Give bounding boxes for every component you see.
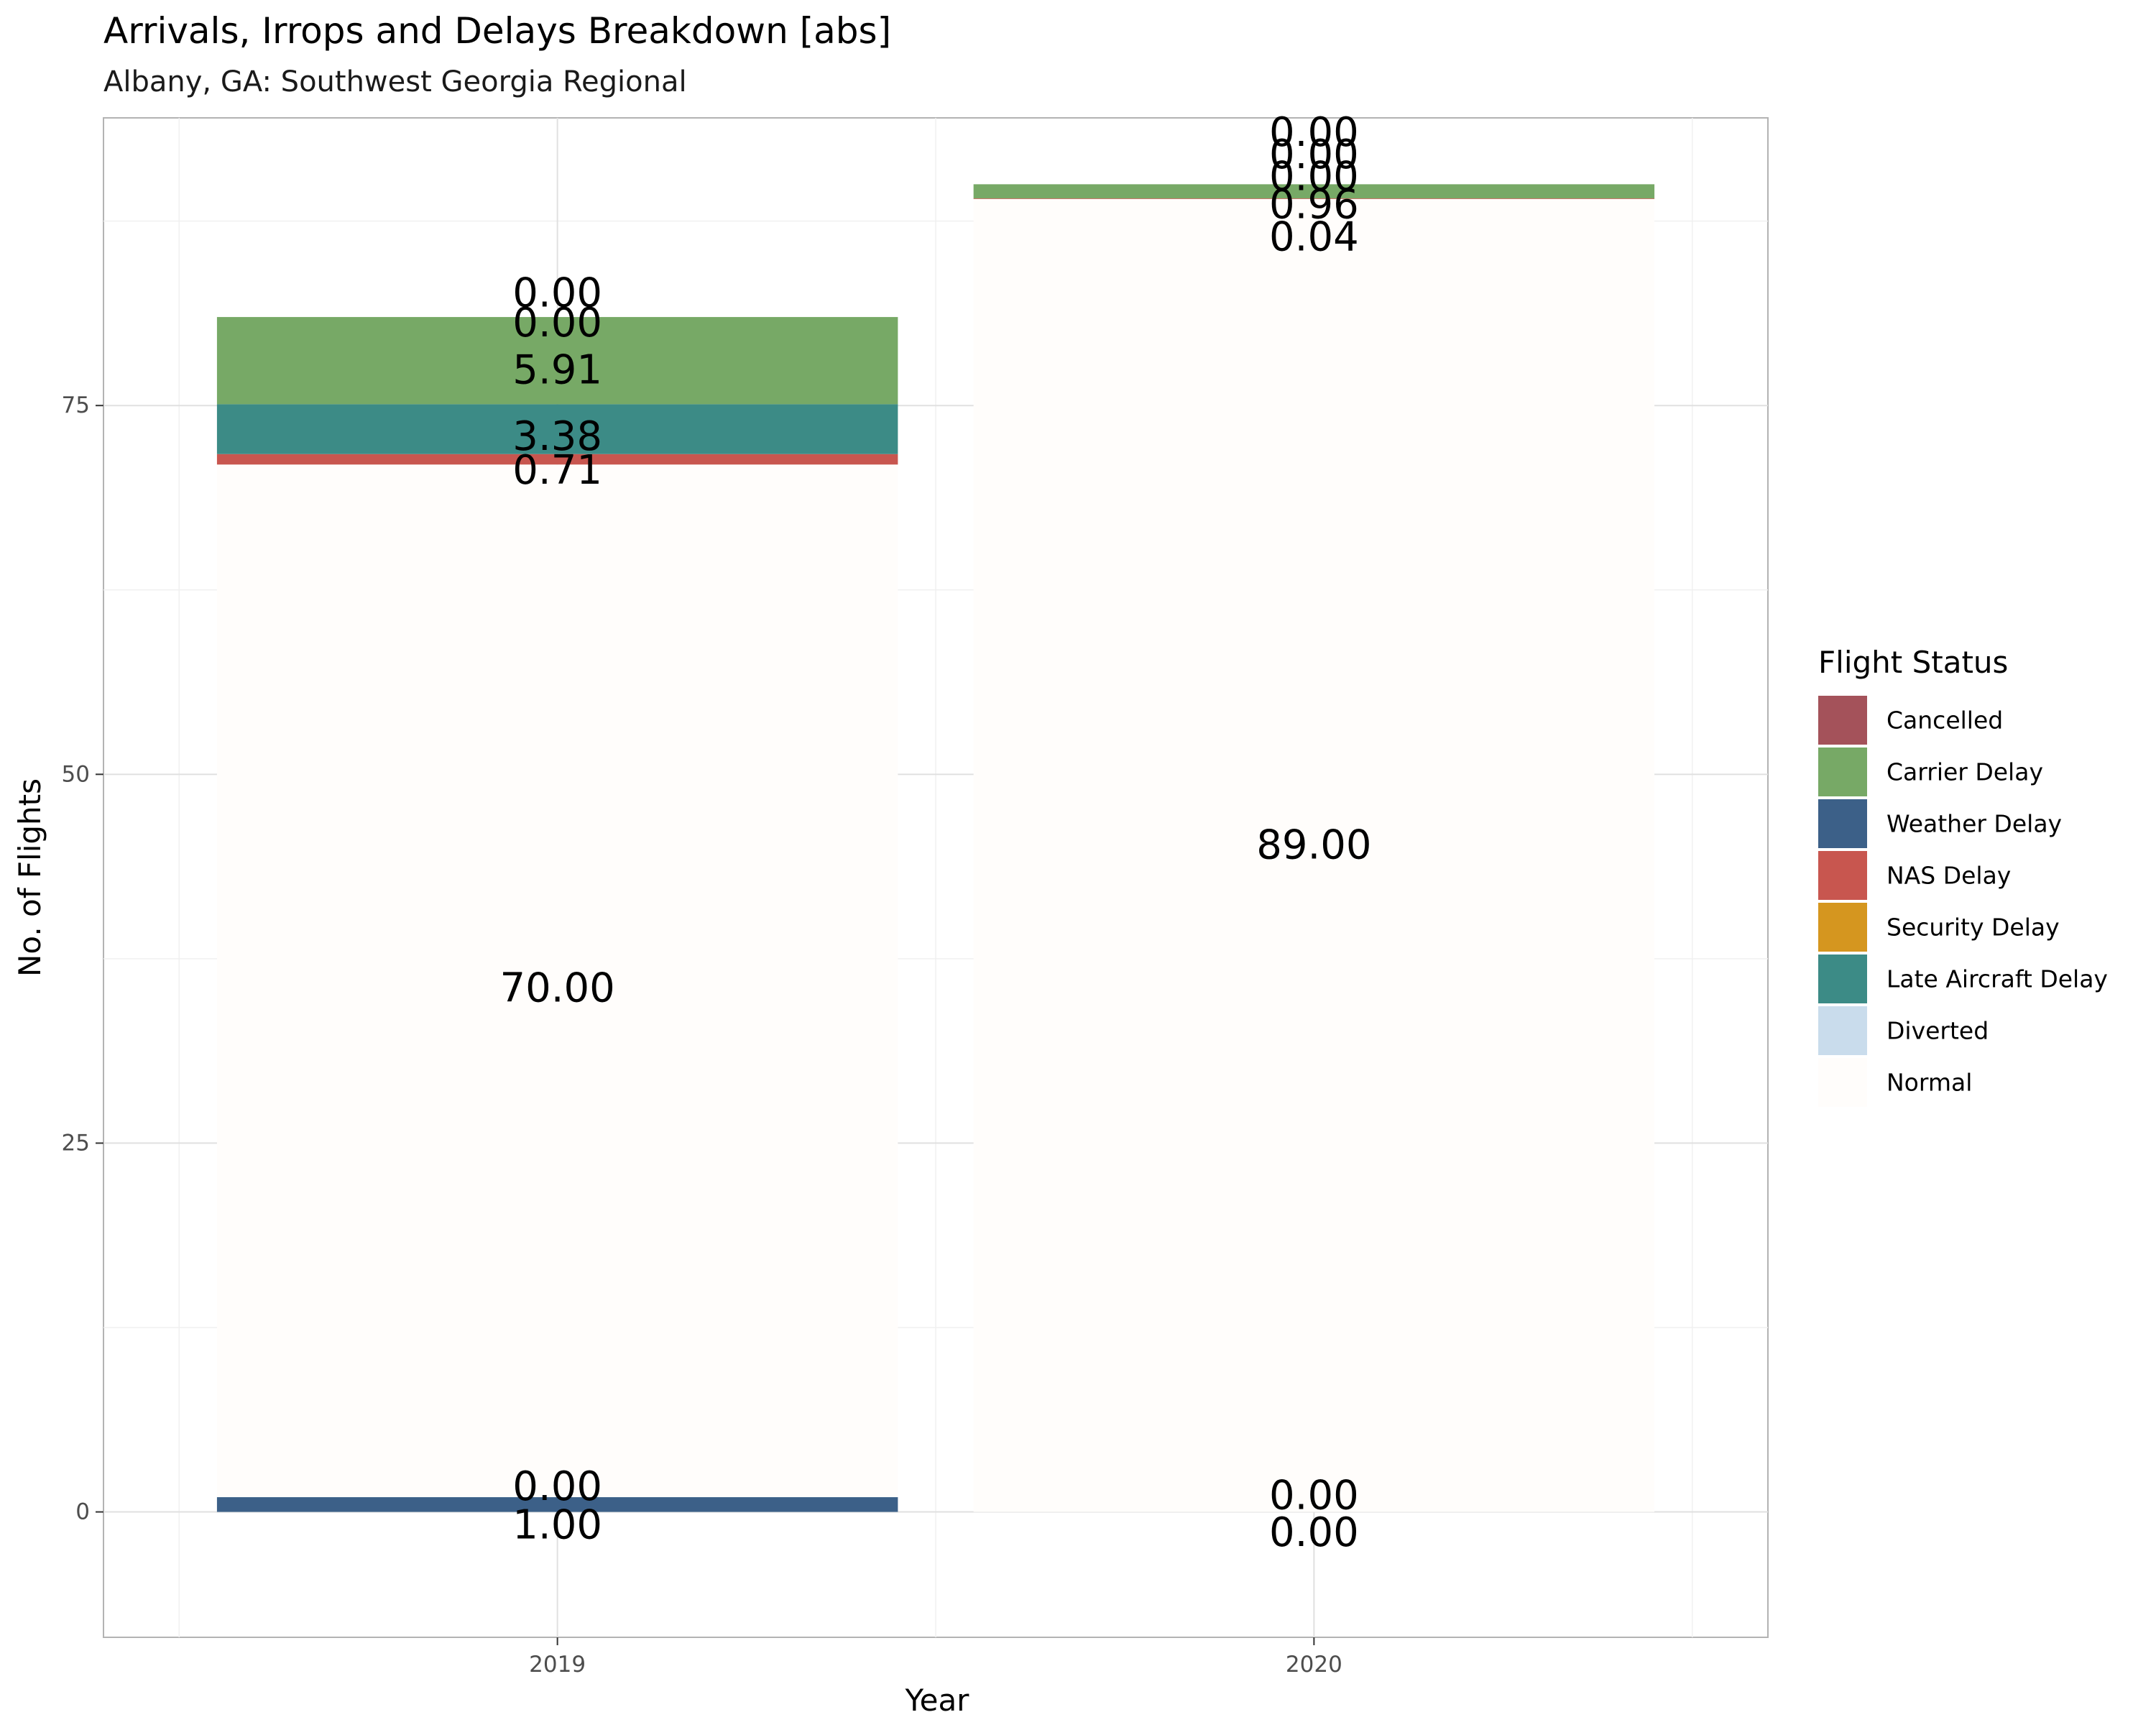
- bar-segment: [973, 198, 1655, 199]
- legend-swatch: [1818, 903, 1867, 952]
- x-tick-label: 2019: [529, 1652, 586, 1678]
- y-tick-label: 25: [62, 1130, 90, 1156]
- data-label: 3.38: [512, 413, 602, 460]
- legend-swatch: [1818, 851, 1867, 900]
- data-label: 0.00: [512, 270, 602, 317]
- data-labels: 1.000.0070.000.713.385.910.000.000.000.0…: [499, 109, 1371, 1556]
- legend-swatch: [1818, 1058, 1867, 1107]
- data-label: 5.91: [512, 346, 602, 393]
- legend-items: Cancelled Carrier Delay Weather Delay NAS D…: [1818, 696, 2108, 1107]
- data-label: 0.04: [1269, 214, 1359, 261]
- legend-label: Diverted: [1886, 1017, 1989, 1045]
- chart-title: Arrivals, Irrops and Delays Breakdown [a…: [103, 10, 891, 52]
- bar-segment: [216, 454, 898, 465]
- data-label: 0.71: [512, 447, 602, 494]
- y-tick-label: 50: [62, 761, 90, 787]
- legend-swatch: [1818, 748, 1867, 796]
- x-axis: 2019 2020: [529, 1637, 1342, 1678]
- bar-segment: [973, 184, 1655, 199]
- legend-swatch: [1818, 696, 1867, 745]
- data-label: 0.00: [1269, 132, 1359, 178]
- legend-label: Late Aircraft Delay: [1886, 965, 2108, 993]
- data-label: 0.00: [512, 1463, 602, 1510]
- y-axis-title: No. of Flights: [12, 778, 47, 977]
- plot-area: 1.000.0070.000.713.385.910.000.000.000.0…: [103, 109, 1769, 1638]
- data-label: 0.96: [1269, 182, 1359, 229]
- legend-label: Carrier Delay: [1886, 758, 2043, 786]
- chart-subtitle: Albany, GA: Southwest Georgia Regional: [103, 65, 687, 98]
- legend-swatch: [1818, 954, 1867, 1003]
- bar-segment: [216, 1497, 898, 1512]
- legend: Flight Status Cancelled Carrier Delay Weat…: [1818, 645, 2108, 1107]
- x-tick-label: 2020: [1286, 1652, 1342, 1678]
- legend-label: Security Delay: [1886, 914, 2060, 942]
- legend-label: Cancelled: [1886, 707, 2003, 735]
- y-tick-label: 75: [62, 392, 90, 418]
- data-label: 0.00: [512, 300, 602, 346]
- legend-title: Flight Status: [1818, 645, 2008, 680]
- data-label: 0.00: [1269, 154, 1359, 201]
- bar-segment: [216, 404, 898, 454]
- data-label: 1.00: [512, 1502, 602, 1549]
- data-label: 0.00: [1269, 109, 1359, 156]
- legend-swatch: [1818, 1006, 1867, 1055]
- y-tick-label: 0: [75, 1499, 90, 1525]
- legend-label: Normal: [1886, 1069, 1972, 1097]
- legend-swatch: [1818, 799, 1867, 848]
- data-label: 70.00: [499, 965, 614, 1011]
- bar-segment: [973, 198, 1655, 1512]
- bars: [216, 184, 1655, 1512]
- bar-segment: [216, 317, 898, 405]
- bar-segment: [216, 464, 898, 1498]
- data-label: 0.00: [1269, 1509, 1359, 1556]
- x-axis-title: Year: [905, 1683, 970, 1718]
- legend-label: Weather Delay: [1886, 810, 2062, 838]
- data-label: 0.00: [1269, 1472, 1359, 1519]
- data-label: 89.00: [1256, 822, 1371, 868]
- legend-label: NAS Delay: [1886, 862, 2011, 890]
- y-axis: 0 25 50 75: [62, 392, 103, 1525]
